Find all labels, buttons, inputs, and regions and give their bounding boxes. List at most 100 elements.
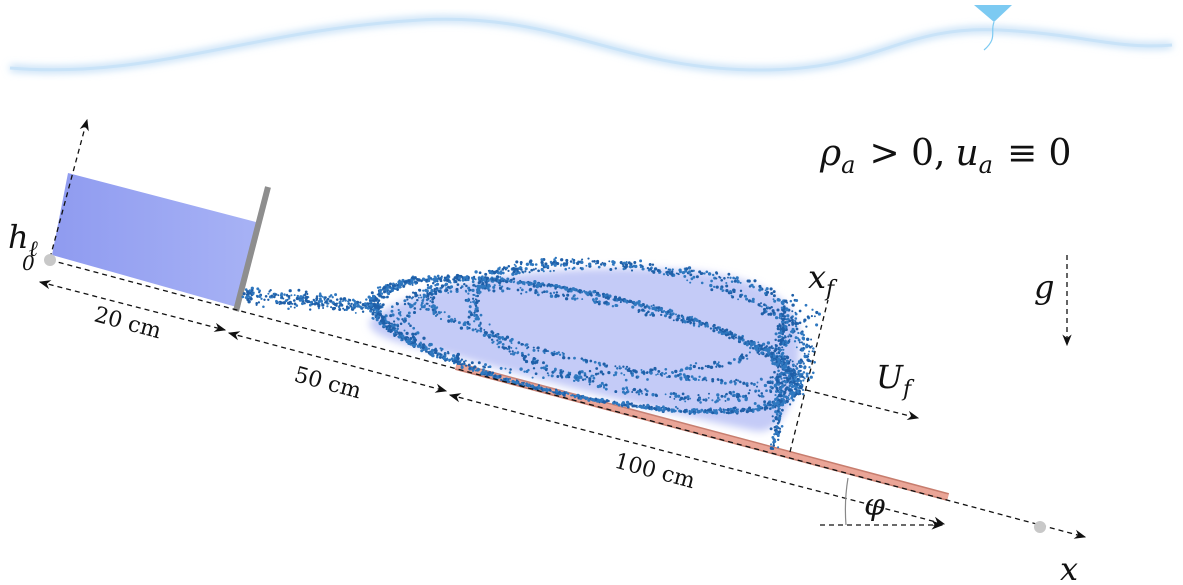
particle [379, 289, 383, 293]
particle [518, 281, 522, 284]
particle [712, 329, 716, 333]
particle [370, 307, 373, 311]
particle [790, 385, 794, 389]
particle [795, 346, 798, 349]
particle [690, 321, 693, 324]
particle [532, 268, 535, 271]
particle [562, 263, 565, 266]
particle [556, 294, 560, 298]
h-axis [49, 118, 89, 259]
particle [592, 290, 596, 294]
particle [413, 291, 418, 296]
particle [327, 302, 330, 305]
particle [667, 274, 669, 277]
particle [613, 295, 618, 299]
particle [780, 312, 783, 316]
particle [806, 315, 810, 319]
particle [667, 375, 671, 378]
particle [790, 329, 794, 334]
particle [800, 375, 804, 378]
particle [579, 375, 583, 379]
particle [460, 363, 463, 366]
particle [630, 372, 633, 375]
particle [536, 347, 539, 350]
particle [515, 272, 519, 275]
particle [493, 277, 496, 280]
particle [487, 283, 491, 287]
particle [498, 374, 502, 378]
particle [611, 263, 614, 266]
particle [412, 310, 417, 315]
particle [525, 262, 530, 266]
particle [331, 296, 334, 299]
particle [475, 330, 479, 333]
particle [449, 290, 453, 293]
particle [772, 298, 775, 301]
particle [445, 287, 448, 290]
particle [707, 272, 711, 276]
particle [502, 346, 506, 350]
particle [293, 306, 296, 309]
particle [789, 359, 792, 361]
particle [787, 323, 791, 327]
particle [784, 374, 787, 377]
particle [596, 261, 600, 265]
particle [593, 300, 597, 304]
particle [775, 355, 779, 359]
particle [753, 279, 757, 283]
particle [382, 295, 386, 299]
particle [521, 270, 524, 274]
particle [692, 269, 695, 272]
particle [765, 304, 768, 307]
particle [788, 385, 791, 388]
particle [376, 302, 379, 305]
particle [439, 279, 443, 283]
particle [482, 368, 485, 371]
particle [530, 360, 535, 364]
water-surface [9, 16, 1173, 74]
particle [267, 292, 270, 295]
segment2-label: 50 cm [291, 363, 363, 405]
particle [466, 278, 469, 282]
particle [527, 346, 530, 349]
particle [697, 378, 700, 382]
particle [716, 328, 719, 331]
particle [781, 398, 784, 401]
particle [474, 298, 477, 301]
particle [739, 336, 743, 340]
particle [414, 282, 417, 285]
particle [675, 272, 678, 275]
particle [473, 275, 476, 278]
particle [532, 357, 536, 360]
particle [603, 400, 607, 404]
particle [646, 403, 650, 407]
particle [755, 344, 760, 349]
particle [783, 343, 786, 346]
particle [788, 319, 792, 323]
particle [672, 319, 675, 322]
particle [802, 333, 805, 337]
particle [744, 397, 748, 402]
particle [509, 368, 512, 371]
particle [323, 298, 326, 301]
particle [445, 289, 448, 292]
particle [802, 346, 805, 350]
particle [681, 270, 686, 275]
particle [742, 381, 746, 385]
particle [562, 293, 565, 296]
particle [693, 318, 697, 322]
particle [560, 258, 564, 262]
particle [715, 271, 718, 274]
particle [776, 387, 779, 389]
particle [750, 300, 754, 303]
particle [471, 280, 475, 284]
particle [393, 320, 396, 323]
particle [717, 361, 720, 364]
particle [422, 289, 425, 292]
particle [591, 380, 595, 383]
particle [624, 367, 628, 370]
particle [770, 443, 773, 446]
particle [757, 408, 761, 412]
particle [317, 307, 320, 310]
particle [775, 352, 778, 355]
